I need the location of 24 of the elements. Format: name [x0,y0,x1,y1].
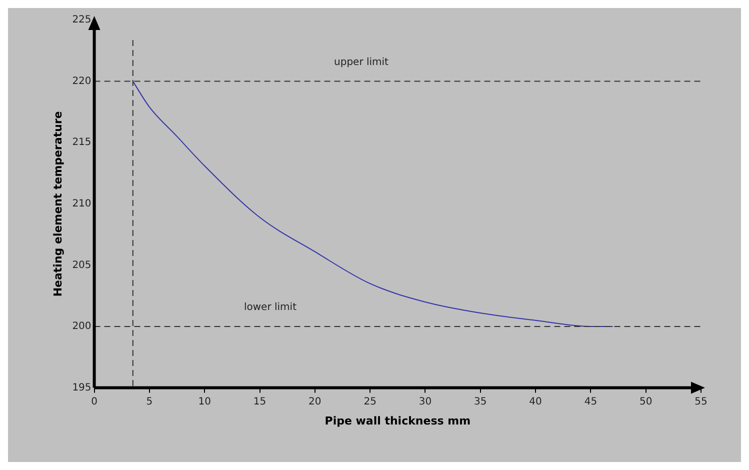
y-axis-title: Heating element temperature [51,111,64,297]
x-tick-label: 25 [364,396,376,408]
ref-line-label: lower limit [244,302,297,314]
y-tick-label: 200 [72,321,92,332]
x-tick-label: 50 [639,396,652,408]
x-tick-label: 35 [474,396,487,408]
x-tick-label: 5 [146,396,153,408]
x-tick-label: 0 [91,396,98,408]
x-tick-label: 55 [694,396,708,408]
x-axis-title: Pipe wall thickness mm [324,414,471,428]
x-tick-label: 15 [253,396,266,408]
x-tick-label: 30 [418,396,432,408]
line-series [132,80,614,327]
ref-line-label: upper limit [334,56,389,68]
x-tick-label: 20 [308,396,322,408]
y-tick-label: 215 [72,137,92,148]
y-tick-label: 210 [72,198,92,210]
y-tick-label: 225 [72,14,92,26]
y-tick-label: 205 [72,260,92,271]
x-tick-label: 10 [198,396,211,408]
y-tick-label: 220 [72,76,92,87]
y-tick-label: 195 [72,382,92,394]
x-tick-label: 45 [584,396,598,408]
x-tick-label: 40 [529,396,542,408]
